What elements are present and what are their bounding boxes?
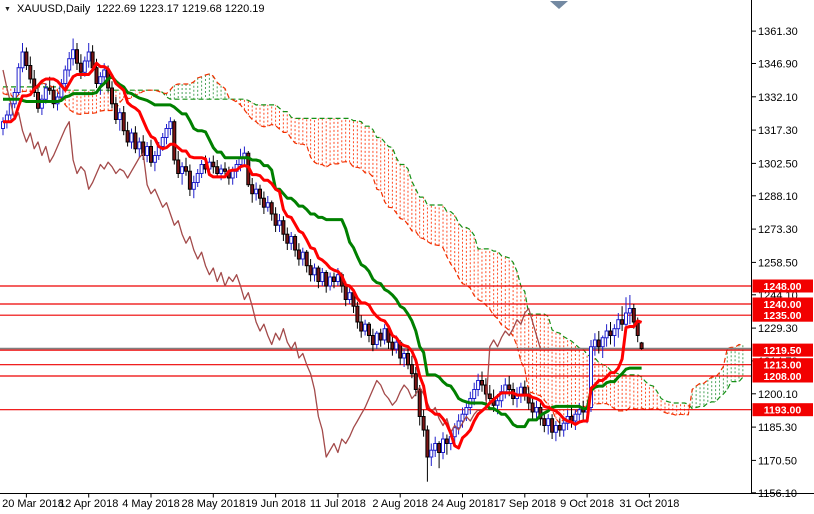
- x-axis-date-label: 2 Aug 2018: [372, 498, 428, 510]
- price-level-badge-label: 1235.00: [764, 310, 802, 322]
- chart-shift-marker-icon[interactable]: [550, 1, 568, 9]
- x-axis-date-label: 31 Oct 2018: [619, 498, 679, 510]
- price-level-badge: [752, 358, 813, 372]
- price-level-badge-label: 1213.00: [764, 360, 802, 372]
- x-axis-date-label: 9 Oct 2018: [560, 498, 614, 510]
- price-level-badge-label: 1193.00: [764, 405, 802, 417]
- x-axis-date-label: 28 May 2018: [181, 498, 245, 510]
- price-level-badge-label: 1240.00: [764, 299, 802, 311]
- x-axis-date-label: 4 May 2018: [122, 498, 179, 510]
- y-axis-tick-label: 1229.30: [758, 323, 798, 335]
- x-axis-date-label: 20 Mar 2018: [2, 498, 64, 510]
- y-axis-tick-label: 1200.10: [758, 389, 798, 401]
- price-level-badge: [752, 279, 813, 293]
- x-axis-date-label: 11 Jul 2018: [310, 498, 366, 510]
- y-axis-tick-label: 1288.10: [758, 191, 798, 203]
- price-level-badge: [752, 343, 813, 357]
- y-axis-tick-label: 1185.30: [758, 422, 797, 434]
- horizontal-levels-layer: [0, 285, 752, 411]
- price-level-badge-label: 1208.00: [764, 371, 802, 383]
- y-axis-tick-label: 1332.10: [758, 92, 798, 104]
- chart-title-bar: ▼ XAUUSD,Daily 1222.69 1223.17 1219.68 1…: [4, 3, 265, 15]
- y-axis-tick-label: 1170.50: [758, 455, 797, 467]
- price-level-badge-label: 1219.50: [764, 345, 802, 357]
- y-axis-tick-label: 1317.30: [758, 125, 798, 137]
- collapse-arrow-icon[interactable]: ▼: [4, 5, 11, 13]
- ichimoku-cloud-layer: [2, 73, 744, 424]
- symbol-period-label: XAUUSD,Daily: [16, 3, 91, 15]
- y-axis-tick-label: 1361.30: [758, 26, 798, 38]
- x-axis-date-label: 17 Sep 2018: [494, 498, 556, 510]
- y-axis-tick-label: 1156.10: [758, 488, 797, 500]
- y-axis-tick-label: 1302.50: [758, 158, 798, 170]
- ohlc-values: 1222.69 1223.17 1219.68 1220.19: [96, 3, 265, 15]
- price-level-badge-label: 1248.00: [764, 281, 802, 293]
- y-axis-tick-label: 1258.50: [758, 257, 798, 269]
- y-axis-tick-label: 1273.30: [758, 224, 798, 236]
- x-axis-date-label: 19 Jun 2018: [245, 498, 306, 510]
- y-axis-tick-label: 1346.90: [758, 59, 798, 71]
- x-axis-date-label: 24 Aug 2018: [432, 498, 494, 510]
- price-level-badge: [752, 369, 813, 383]
- price-level-badge: [752, 308, 813, 322]
- ichimoku-lines-layer: [2, 61, 643, 458]
- x-axis-date-label: 12 Apr 2018: [59, 498, 118, 510]
- price-level-badge: [752, 297, 813, 311]
- price-level-badge: [752, 403, 813, 417]
